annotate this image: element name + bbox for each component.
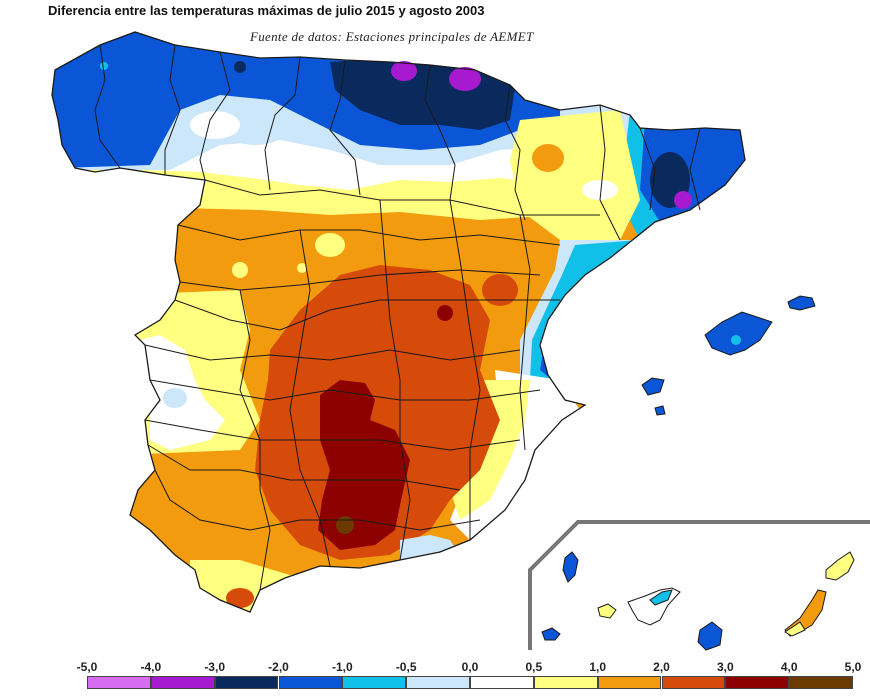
legend-swatch	[150, 676, 215, 689]
legend-tick-label: -1,0	[331, 660, 353, 674]
legend-tick-label: 1,0	[589, 660, 606, 674]
legend-swatch	[533, 676, 598, 689]
legend-swatch	[661, 676, 726, 689]
color-legend: -5,0 -4,0 -3,0 -2,0 -1,0 -0,5 0,0 0,5 1,0 2,0 3,0 4…	[0, 660, 870, 696]
legend-tick-label: 0,5	[525, 660, 543, 674]
data-source-subtitle: Fuente de datos: Estaciones principales …	[250, 29, 534, 44]
legend-swatch	[342, 676, 407, 689]
canary-islands	[541, 551, 855, 651]
legend-tick-label: -0,5	[395, 660, 417, 674]
purple-spot-cantabria	[391, 61, 417, 81]
legend-swatch	[789, 676, 853, 689]
legend-swatch	[470, 676, 534, 689]
map-title: Diferencia entre las temperaturas máxima…	[48, 3, 485, 18]
legend-swatch	[214, 676, 279, 689]
canary-inset-frame	[528, 520, 870, 650]
legend-tick-label: 2,0	[653, 660, 670, 674]
province-borders	[94, 44, 701, 591]
legend-swatch	[406, 676, 470, 689]
legend-tick-label: 5,0	[844, 660, 862, 674]
temperature-difference-map	[51, 31, 870, 651]
legend-swatch	[87, 676, 151, 689]
balearic-islands	[641, 295, 816, 416]
legend-tick-label: -4,0	[140, 660, 162, 674]
purple-spot-basque	[449, 67, 481, 91]
legend-swatch	[278, 676, 343, 689]
legend-tick-label: -3,0	[204, 660, 225, 674]
legend-tick-label: 0,0	[461, 660, 479, 674]
legend-swatch	[725, 676, 790, 689]
legend-tick-label: 3,0	[716, 660, 734, 674]
legend-swatch	[597, 676, 662, 689]
legend-tick-label: -2,0	[268, 660, 289, 674]
legend-tick-label: 4,0	[780, 660, 798, 674]
legend-tick-label: -5,0	[76, 660, 98, 674]
